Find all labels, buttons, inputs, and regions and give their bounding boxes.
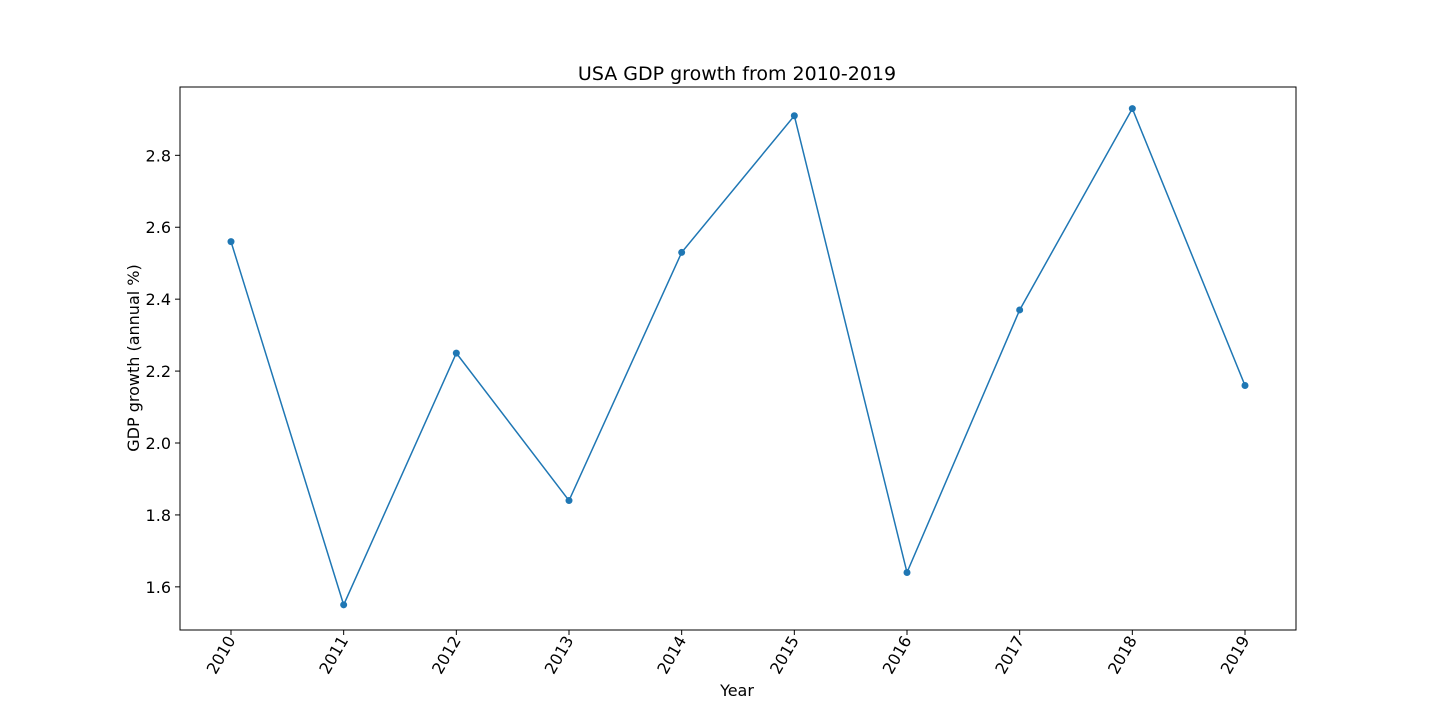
x-tick-label: 2015 xyxy=(766,633,803,678)
data-point-2013 xyxy=(565,497,573,505)
y-tick-label: 1.8 xyxy=(146,506,171,525)
y-axis-label: GDP growth (annual %) xyxy=(124,264,143,451)
x-tick-label: 2012 xyxy=(428,633,465,678)
y-tick-label: 2.8 xyxy=(146,146,171,165)
x-tick-label: 2014 xyxy=(653,633,690,678)
data-point-2017 xyxy=(1016,306,1024,314)
y-tick-label: 2.6 xyxy=(146,218,171,237)
data-point-2016 xyxy=(903,568,911,576)
plot-area: 1.6 1.8 2.0 2.2 2.4 2.6 2.8 2010 2011 2012 2013 201… xyxy=(146,86,1297,678)
y-tick-label: 2.2 xyxy=(146,362,171,381)
data-point-2019 xyxy=(1241,381,1249,389)
x-tick-label: 2011 xyxy=(315,633,352,678)
y-tick-label: 1.6 xyxy=(146,578,171,597)
x-axis-label: Year xyxy=(719,681,754,700)
x-tick-label: 2017 xyxy=(991,633,1028,678)
x-tick-label: 2010 xyxy=(203,633,240,678)
data-point-2015 xyxy=(790,112,798,120)
data-point-2014 xyxy=(678,248,686,256)
chart-title: USA GDP growth from 2010-2019 xyxy=(578,63,896,85)
plot-frame xyxy=(179,86,1297,631)
y-tick-label: 2.0 xyxy=(146,434,171,453)
x-tick-label: 2019 xyxy=(1217,633,1254,678)
y-tick-label: 2.4 xyxy=(146,290,171,309)
data-point-2010 xyxy=(227,238,235,246)
x-tick-label: 2016 xyxy=(879,633,916,678)
x-tick-label: 2018 xyxy=(1104,633,1141,678)
data-point-2012 xyxy=(452,349,460,357)
data-point-2018 xyxy=(1128,105,1136,113)
series-line xyxy=(230,106,1246,607)
data-point-2011 xyxy=(340,601,348,609)
x-tick-label: 2013 xyxy=(541,633,578,678)
